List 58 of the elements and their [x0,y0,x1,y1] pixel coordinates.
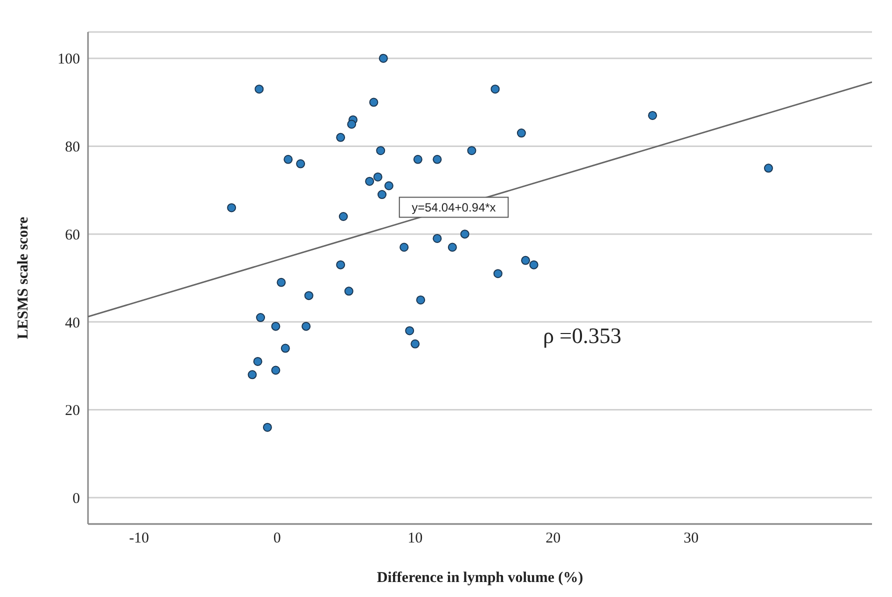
point [376,146,386,156]
point [227,203,236,212]
x-tick-label: 30 [684,530,699,547]
point [336,260,346,270]
point [467,146,476,156]
point [271,366,280,375]
y-tick-label: 40 [65,315,80,332]
point [344,286,354,296]
x-tick-label: 0 [273,530,281,547]
point [400,242,409,252]
point [416,295,426,304]
point [302,322,311,331]
point [384,181,394,190]
y-tick-label: 20 [65,403,80,420]
point [493,269,502,278]
point [529,260,538,270]
x-tick-label: 20 [546,530,561,547]
point [338,212,348,221]
point [521,256,530,265]
point [347,120,356,129]
point [336,132,346,142]
point [271,322,280,331]
x-tick-label: -10 [129,530,150,547]
point [764,164,773,173]
y-axis-title: LESMS scale score [15,216,32,340]
point [262,422,272,432]
point [256,313,266,322]
point [413,154,422,164]
point [432,234,442,243]
x-axis-title: Difference in lymph volume (%) [376,570,584,586]
y-tick-label: 60 [65,227,80,244]
y-tick-label: 100 [58,52,80,68]
point [248,370,257,380]
point [405,326,414,336]
point [448,242,457,252]
point [490,84,500,94]
point [410,339,420,348]
point [253,356,262,366]
point [516,128,526,138]
point [276,278,286,287]
point [369,98,378,107]
point [254,84,264,94]
point [373,172,382,182]
point [378,54,388,63]
point [280,344,290,353]
point [648,110,658,120]
annotation: ρ =0.353 [543,323,622,349]
y-tick-label: 0 [72,490,80,507]
x-tick-label: 10 [408,530,423,547]
annotation: y=54.04+0.94*x [412,200,496,214]
y-tick-label: 80 [65,140,80,156]
point [378,190,386,200]
point [284,154,293,164]
point [365,176,374,186]
point [296,159,306,168]
point [432,154,442,164]
point [460,230,470,239]
point [304,291,314,300]
